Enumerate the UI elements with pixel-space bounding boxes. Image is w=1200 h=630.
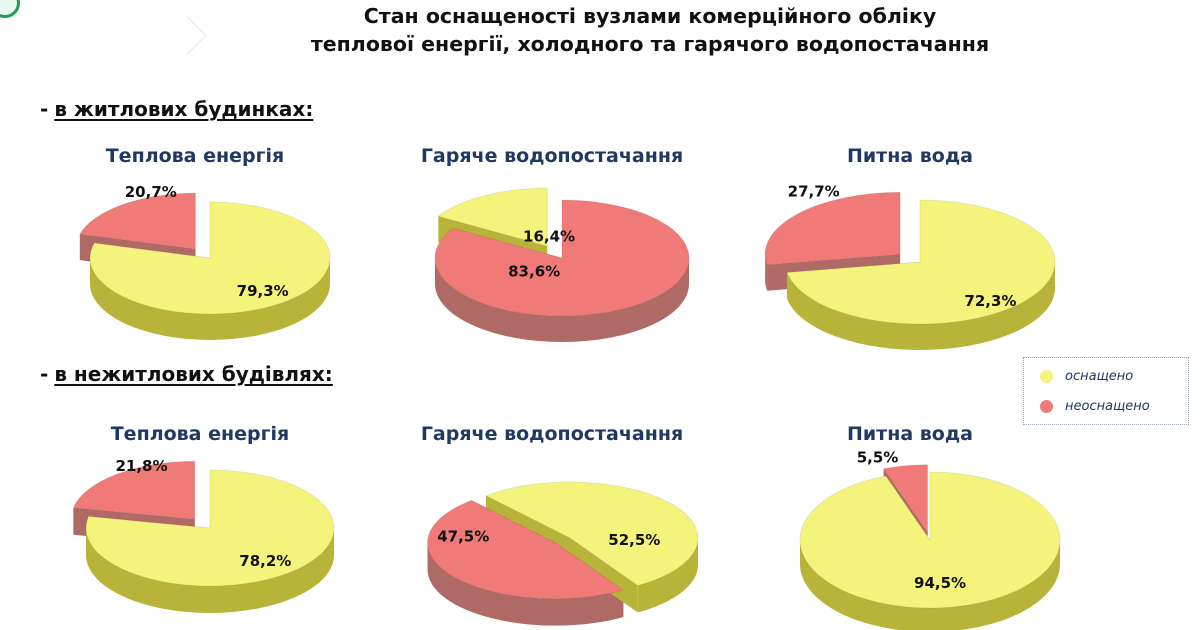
title-line-1: Стан оснащеності вузлами комерційного об…: [363, 4, 937, 28]
chart-title-residential-hot-water: Гаряче водопостачання: [420, 145, 684, 167]
pie-data-label: 79,3%: [237, 282, 289, 300]
section-text: в житлових будинках:: [54, 97, 314, 121]
chart-title-nonresidential-heat: Теплова енергія: [110, 423, 290, 445]
pie-data-label: 78,2%: [239, 552, 291, 570]
pie-chart-residential-hot-water: 83,6% 16,4%: [434, 187, 690, 342]
pie-slice-equipped: [437, 187, 548, 247]
legend-swatch-not-equipped: [1040, 399, 1053, 413]
pie-chart-nonresidential-heat: 21,8% 78,2%: [72, 457, 335, 613]
pie-slice-equipped: [89, 201, 331, 315]
pie-chart-residential-heat: 20,7% 79,3%: [79, 183, 331, 340]
pie-slice-side: [435, 258, 689, 342]
legend-label-not-equipped: неоснащено: [1065, 398, 1150, 414]
decorative-arrow-icon: [168, 16, 207, 55]
pie-data-label: 94,5%: [914, 574, 966, 592]
pie-slice-side: [786, 262, 1055, 350]
pie-slice-wall: [570, 538, 638, 613]
page-title: Стан оснащеності вузлами комерційного об…: [290, 2, 1010, 58]
pie-data-label: 83,6%: [508, 263, 560, 281]
section-text: в нежитлових будівлях:: [54, 362, 333, 386]
pie-data-label: 72,3%: [964, 292, 1016, 310]
pie-data-label: 20,7%: [125, 183, 177, 201]
section-dash: -: [40, 97, 49, 121]
pie-slice-equipped: [484, 481, 699, 587]
chart-title-residential-heat: Теплова енергія: [105, 145, 285, 167]
pie-slice-not-equipped: [79, 192, 196, 250]
pie-slice-side: [427, 542, 624, 626]
pie-data-label: 47,5%: [437, 528, 489, 546]
legend-label-equipped: оснащено: [1065, 368, 1134, 384]
pie-chart-nonresidential-hot-water: 47,5% 52,5%: [427, 481, 699, 626]
pie-data-label: 21,8%: [115, 457, 167, 475]
pie-slice-not-equipped: [764, 191, 901, 266]
section-label-residential: -в житлових будинках:: [40, 97, 313, 121]
pie-slice-equipped: [85, 469, 335, 587]
pie-slice-side: [86, 528, 334, 613]
pie-slice-not-equipped: [72, 460, 196, 520]
pie-data-label: 5,5%: [857, 449, 899, 467]
section-label-nonresidential: -в нежитлових будівлях:: [40, 362, 333, 386]
pie-slice-side: [90, 258, 330, 340]
pie-slice-side: [800, 540, 1060, 630]
pie-chart-residential-drinking-water: 27,7% 72,3%: [764, 182, 1056, 350]
section-dash: -: [40, 362, 49, 386]
legend: оснащено неоснащено: [1023, 357, 1189, 425]
chart-title-nonresidential-hot-water: Гаряче водопостачання: [420, 423, 684, 445]
pie-data-label: 52,5%: [608, 531, 660, 549]
pie-data-label: 27,7%: [788, 182, 840, 200]
pie-slice-side: [765, 254, 768, 291]
pie-slice-not-equipped: [427, 499, 625, 600]
pie-slice-equipped: [786, 199, 1056, 325]
legend-swatch-equipped: [1040, 369, 1053, 383]
legend-item-not-equipped: неоснащено: [1040, 396, 1150, 416]
pie-chart-nonresidential-drinking-water: 5,5% 94,5%: [799, 449, 1061, 630]
title-line-2: теплової енергії, холодного та гарячого …: [310, 32, 990, 56]
chart-title-residential-drinking-water: Питна вода: [846, 145, 974, 167]
pie-data-label: 16,4%: [523, 227, 575, 245]
pie-slice-not-equipped: [882, 464, 929, 535]
pie-slice-not-equipped: [434, 199, 690, 317]
logo-icon: [0, 0, 20, 18]
pie-slice-equipped: [799, 471, 1061, 609]
legend-item-equipped: оснащено: [1040, 366, 1133, 386]
pie-slice-side: [637, 538, 698, 613]
chart-title-nonresidential-drinking-water: Питна вода: [846, 423, 974, 445]
